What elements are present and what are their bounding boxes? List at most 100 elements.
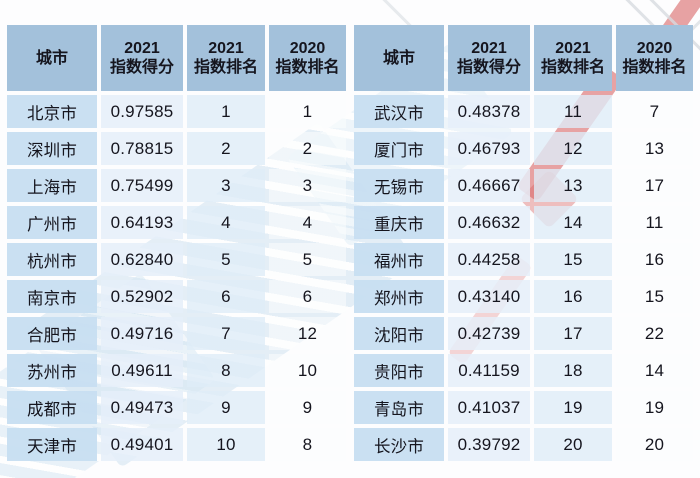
rank-2020-cell: 11 [616,206,693,239]
city-cell: 上海市 [7,169,97,202]
rank-2020-cell: 1 [269,95,346,128]
score-2021-cell: 0.44258 [448,243,530,276]
header-line1: 2021 [124,40,160,57]
header-line1: 2020 [636,40,673,57]
score-2021-cell: 0.43140 [448,280,530,313]
rank-2020-cell: 20 [616,428,693,461]
score-2021-cell: 0.62840 [101,243,183,276]
city-cell: 天津市 [7,428,97,461]
rank-2021-cell: 11 [534,95,612,128]
score-2021-cell: 0.39792 [448,428,530,461]
score-2021-cell: 0.78815 [101,132,183,165]
header-row: 城市 2021 指数得分 2021 指数排名 2020 指数排名 [354,25,693,91]
score-2021-cell: 0.41159 [448,354,530,387]
header-line1: 城市 [35,49,68,67]
score-2021-cell: 0.48378 [448,95,530,128]
score-2021-cell: 0.49611 [101,354,183,387]
header-rank-2020: 2020 指数排名 [269,25,346,91]
table-row: 北京市 0.97585 1 1 [7,95,346,128]
rank-2021-cell: 2 [187,132,265,165]
rank-2021-cell: 16 [534,280,612,313]
rank-2021-cell: 18 [534,354,612,387]
rank-2021-cell: 12 [534,132,612,165]
header-line2: 指数排名 [275,59,340,76]
rank-2021-cell: 3 [187,169,265,202]
header-rank-2021: 2021 指数排名 [534,25,612,91]
rank-2021-cell: 15 [534,243,612,276]
rank-2020-cell: 7 [616,95,693,128]
city-cell: 南京市 [7,280,97,313]
score-2021-cell: 0.52902 [101,280,183,313]
rank-2021-cell: 9 [187,391,265,424]
rank-2021-cell: 4 [187,206,265,239]
header-city: 城市 [354,25,444,91]
rank-2020-cell: 9 [269,391,346,424]
rank-2020-cell: 16 [616,243,693,276]
rank-2021-cell: 7 [187,317,265,350]
rank-2020-cell: 12 [269,317,346,350]
city-cell: 厦门市 [354,132,444,165]
table-row: 福州市 0.44258 15 16 [354,243,693,276]
ranking-table-right: 城市 2021 指数得分 2021 指数排名 2020 指数排名武汉市 0.48378 11 7 厦… [350,21,697,465]
header-row: 城市 2021 指数得分 2021 指数排名 2020 指数排名 [7,25,346,91]
rank-2020-cell: 4 [269,206,346,239]
rank-2021-cell: 5 [187,243,265,276]
score-2021-cell: 0.46632 [448,206,530,239]
table-row: 无锡市 0.46667 13 17 [354,169,693,202]
rank-2020-cell: 5 [269,243,346,276]
header-line2: 指数排名 [540,59,605,76]
header-line1: 2021 [555,40,591,57]
rank-2021-cell: 19 [534,391,612,424]
header-rank-2020: 2020 指数排名 [616,25,693,91]
header-line2: 指数排名 [622,59,687,76]
rank-2020-cell: 10 [269,354,346,387]
rank-2020-cell: 8 [269,428,346,461]
table-row: 上海市 0.75499 3 3 [7,169,346,202]
rank-2021-cell: 8 [187,354,265,387]
city-cell: 成都市 [7,391,97,424]
city-cell: 合肥市 [7,317,97,350]
score-2021-cell: 0.49473 [101,391,183,424]
city-cell: 贵阳市 [354,354,444,387]
header-line1: 2021 [471,40,507,57]
tables-container: 城市 2021 指数得分 2021 指数排名 2020 指数排名 北京市 0.97585 1 1 深圳… [3,21,697,465]
rank-2021-cell: 20 [534,428,612,461]
table-row: 苏州市 0.49611 8 10 [7,354,346,387]
table-row: 杭州市 0.62840 5 5 [7,243,346,276]
header-score-2021: 2021 指数得分 [448,25,530,91]
score-2021-cell: 0.97585 [101,95,183,128]
table-row: 广州市 0.64193 4 4 [7,206,346,239]
header-score-2021: 2021 指数得分 [101,25,183,91]
city-cell: 郑州市 [354,280,444,313]
city-cell: 无锡市 [354,169,444,202]
table-row: 武汉市 0.48378 11 7 [354,95,693,128]
table-row: 沈阳市 0.42739 17 22 [354,317,693,350]
table-row: 长沙市 0.39792 20 20 [354,428,693,461]
rank-2020-cell: 22 [616,317,693,350]
city-cell: 长沙市 [354,428,444,461]
rank-2021-cell: 1 [187,95,265,128]
rank-2020-cell: 2 [269,132,346,165]
rank-2020-cell: 15 [616,280,693,313]
score-2021-cell: 0.42739 [448,317,530,350]
city-cell: 杭州市 [7,243,97,276]
city-cell: 青岛市 [354,391,444,424]
rank-2021-cell: 13 [534,169,612,202]
city-cell: 福州市 [354,243,444,276]
header-line1: 城市 [382,49,415,67]
table-row: 郑州市 0.43140 16 15 [354,280,693,313]
city-cell: 深圳市 [7,132,97,165]
header-rank-2021: 2021 指数排名 [187,25,265,91]
city-cell: 沈阳市 [354,317,444,350]
ranking-table-left: 城市 2021 指数得分 2021 指数排名 2020 指数排名 北京市 0.97585 1 1 深圳… [3,21,350,465]
header-line2: 指数得分 [456,59,521,76]
city-cell: 广州市 [7,206,97,239]
score-2021-cell: 0.75499 [101,169,183,202]
table-row: 重庆市 0.46632 14 11 [354,206,693,239]
rank-2020-cell: 3 [269,169,346,202]
score-2021-cell: 0.49716 [101,317,183,350]
table-row: 天津市 0.49401 10 8 [7,428,346,461]
score-2021-cell: 0.46667 [448,169,530,202]
city-cell: 苏州市 [7,354,97,387]
